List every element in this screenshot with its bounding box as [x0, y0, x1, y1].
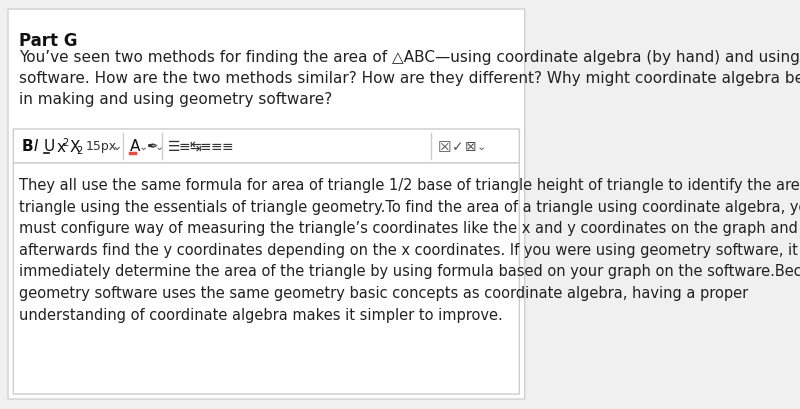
- FancyBboxPatch shape: [14, 130, 519, 164]
- Text: U: U: [44, 139, 55, 154]
- Text: ☰: ☰: [168, 139, 180, 154]
- Text: 2: 2: [76, 146, 82, 155]
- Text: X: X: [70, 140, 81, 155]
- Text: They all use the same formula for area of triangle 1/2 base of triangle height o: They all use the same formula for area o…: [18, 178, 800, 322]
- Text: ≡: ≡: [178, 139, 190, 154]
- Text: ≡: ≡: [200, 139, 211, 154]
- Text: ⌄: ⌄: [138, 142, 148, 152]
- Text: Part G: Part G: [18, 32, 77, 50]
- Text: ↹: ↹: [189, 139, 201, 154]
- Text: ⌄: ⌄: [477, 142, 486, 152]
- Text: 2: 2: [62, 138, 68, 148]
- Text: A: A: [130, 139, 140, 154]
- Text: ✓: ✓: [451, 139, 463, 154]
- Text: x: x: [57, 140, 66, 155]
- Text: ≡: ≡: [221, 139, 233, 154]
- Text: ⊠: ⊠: [465, 139, 476, 154]
- Text: ⌄: ⌄: [112, 140, 122, 153]
- Text: 15px: 15px: [86, 140, 116, 153]
- FancyBboxPatch shape: [8, 10, 525, 399]
- Text: I: I: [34, 139, 38, 154]
- Text: ≡: ≡: [210, 139, 222, 154]
- Text: ✒: ✒: [146, 139, 158, 154]
- Text: B: B: [22, 139, 33, 154]
- FancyBboxPatch shape: [14, 164, 519, 394]
- Text: You’ve seen two methods for finding the area of △ABC—using coordinate algebra (b: You’ve seen two methods for finding the …: [18, 50, 800, 107]
- Text: ⌄: ⌄: [154, 142, 164, 152]
- Text: ☒: ☒: [438, 139, 452, 154]
